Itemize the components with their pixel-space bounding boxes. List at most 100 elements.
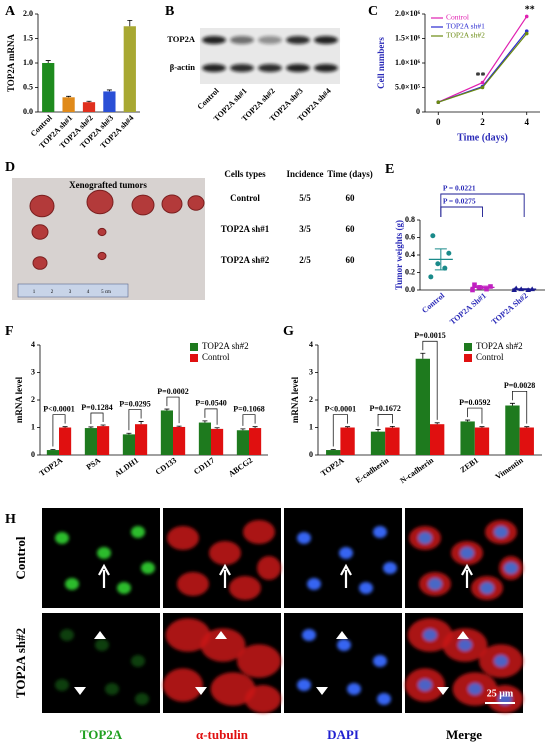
error-bar: [62, 426, 68, 428]
tumor: [97, 227, 107, 237]
bar: [370, 431, 386, 455]
bar: [474, 427, 490, 455]
arrow: [98, 563, 110, 588]
ruler-label: 5 cm: [101, 290, 111, 295]
bar: [62, 97, 75, 112]
photo-title: Xenografted tumors: [69, 180, 147, 190]
y-tick-label: 0: [309, 450, 313, 459]
panel-label: D: [5, 160, 15, 175]
point: [488, 284, 493, 289]
nucleus-top2a: [97, 547, 111, 559]
table-cell: TOP2A sh#1: [221, 224, 270, 234]
line: [438, 33, 528, 103]
nucleus-top2a: [131, 655, 145, 667]
y-tick-label: 0.2: [405, 267, 415, 276]
cells: [405, 618, 523, 713]
bar: [97, 426, 110, 455]
blot-band: [314, 36, 338, 44]
y-tick-label: 1.0: [23, 58, 33, 67]
bar: [249, 428, 262, 455]
significance-bracket: [242, 414, 256, 426]
marker: [480, 80, 485, 85]
ruler-label: 2: [51, 290, 54, 295]
ruler-label: 4: [87, 290, 90, 295]
y-tick-label: 0: [31, 450, 35, 459]
ruler: [17, 283, 129, 298]
tumor: [187, 195, 205, 211]
cells: [163, 618, 281, 713]
panel-label: G: [283, 324, 294, 339]
arrowhead: [215, 631, 227, 639]
panel-label: A: [5, 4, 16, 19]
nucleus-dapi: [302, 629, 316, 641]
significance-bracket: [440, 206, 483, 217]
error-bar: [45, 60, 51, 63]
y-tick-label: 0.5: [23, 82, 33, 91]
x-tick-label: PSA: [85, 456, 103, 472]
y-tick-label: 1.0×10⁶: [395, 58, 421, 67]
panel-label: B: [165, 4, 174, 19]
error-bar: [100, 424, 106, 427]
legend-label: Control: [446, 13, 469, 22]
nucleus-dapi: [423, 629, 437, 641]
blot-row-label: TOP2A: [167, 34, 196, 44]
error-bar: [127, 19, 133, 27]
error-bar: [106, 89, 112, 92]
error-bar: [509, 402, 515, 406]
nucleus-top2a: [60, 629, 74, 641]
annotation: **: [476, 71, 486, 82]
error-bar: [465, 419, 471, 422]
x-tick-label: TOP2A Sh#1: [448, 291, 488, 327]
cells: [55, 629, 149, 705]
blot-band: [314, 64, 338, 72]
table-header: Incidence: [287, 169, 324, 179]
x-tick-label: 2: [480, 117, 485, 127]
nucleus-top2a: [65, 578, 79, 590]
column-label: TOP2A: [80, 727, 123, 742]
legend-label: TOP2A sh#2: [446, 31, 485, 40]
tumor: [97, 251, 107, 261]
nucleus-dapi: [297, 679, 311, 691]
bar: [122, 434, 135, 455]
tumor: [86, 189, 114, 215]
x-tick-label: ALDH1: [113, 456, 140, 479]
table-cell: TOP2A sh#2: [221, 255, 270, 265]
error-bar: [126, 432, 132, 435]
cells: [297, 526, 397, 594]
cells: [167, 520, 281, 600]
point: [470, 287, 475, 293]
x-tick-label: Control: [420, 291, 447, 315]
y-tick-label: 3: [31, 367, 35, 376]
y-tick-label: 0.0: [405, 285, 415, 294]
bar: [103, 91, 116, 112]
nucleus-dapi: [297, 532, 311, 544]
micrograph: [42, 613, 160, 713]
nucleus-dapi: [494, 526, 508, 538]
table-cell: 60: [346, 224, 356, 234]
significance-bracket: [422, 340, 438, 420]
nucleus-dapi: [458, 639, 472, 651]
column-label: α-tubulin: [196, 727, 249, 742]
p-value-label: P=0.1284: [81, 403, 112, 412]
bar: [160, 410, 173, 455]
p-value-label: P=0.0002: [157, 387, 188, 396]
sem-bar: [434, 248, 447, 271]
bar: [135, 424, 148, 455]
error-bar: [524, 426, 530, 428]
cells: [409, 520, 523, 600]
nucleus-top2a: [55, 679, 69, 691]
table-header: Time (days): [327, 169, 373, 179]
blot-band: [258, 36, 282, 44]
cell-body: [167, 526, 199, 550]
arrowhead: [437, 687, 449, 695]
x-tick-label: 4: [524, 117, 529, 127]
cell-body: [210, 672, 256, 706]
blot-band: [286, 36, 310, 44]
cell-body: [163, 668, 203, 702]
micrograph: [42, 508, 160, 608]
column-label: DAPI: [327, 727, 359, 742]
nucleus-dapi: [337, 639, 351, 651]
blot-band: [230, 36, 254, 44]
error-bar: [434, 422, 440, 425]
